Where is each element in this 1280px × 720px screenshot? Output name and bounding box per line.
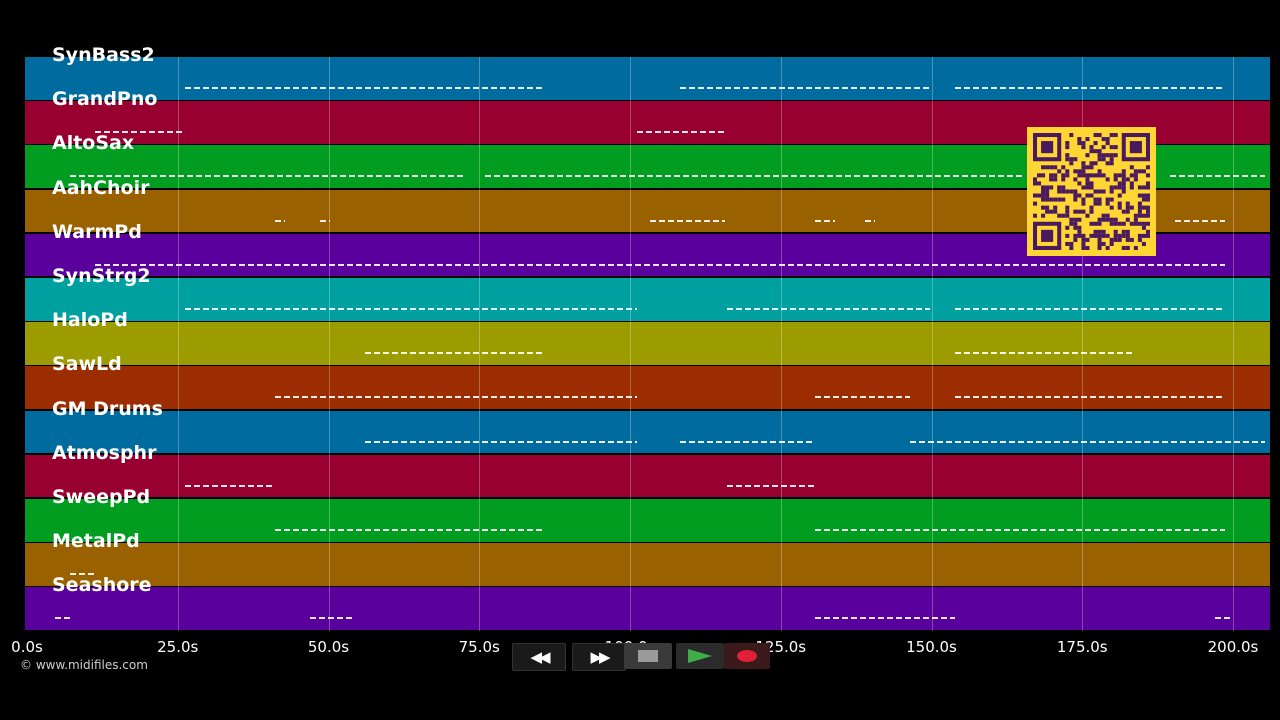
note-segment: [637, 131, 727, 134]
note-segment: [275, 396, 637, 399]
time-tick-label: 50.0s: [307, 638, 350, 656]
note-segment: [910, 440, 1265, 443]
grid-line: [1082, 57, 1084, 631]
time-tick-label: 75.0s: [458, 638, 500, 656]
grid-line: [1233, 57, 1234, 631]
track-lane[interactable]: [25, 543, 1270, 586]
note-segment: [55, 617, 70, 620]
playback-controls: ◀◀ ▶▶: [510, 643, 770, 671]
time-tick-label: 200.0s: [1207, 638, 1259, 656]
track-lane[interactable]: [25, 587, 1270, 631]
note-segment: [70, 573, 95, 576]
qr-code-icon[interactable]: [1027, 127, 1156, 256]
note-segment: [485, 175, 1025, 178]
grid-line: [328, 57, 330, 631]
time-tick-label: 25.0s: [157, 638, 199, 656]
note-segment: [955, 352, 1135, 355]
track-lane[interactable]: [25, 454, 1270, 498]
note-segment: [815, 396, 910, 399]
note-segment: [185, 87, 545, 89]
note-segment: [680, 440, 815, 443]
play-button[interactable]: [676, 643, 724, 669]
note-segment: [95, 131, 185, 134]
grid-line: [780, 57, 782, 631]
track-lane[interactable]: [25, 366, 1270, 410]
time-tick-label: 175.0s: [1056, 638, 1108, 656]
stop-button[interactable]: [624, 643, 672, 669]
note-segment: [70, 175, 465, 178]
track-label: Atmosphr: [52, 441, 157, 464]
track-label: SawLd: [52, 353, 122, 376]
rewind-button[interactable]: ◀◀: [512, 643, 566, 671]
track-label: WarmPd: [52, 220, 142, 243]
track-label: SynBass2: [52, 44, 155, 66]
track-label: HaloPd: [52, 309, 128, 332]
track-label: SweepPd: [52, 486, 151, 508]
note-segment: [365, 440, 637, 443]
note-segment: [815, 617, 955, 620]
note-segment: [955, 396, 1225, 399]
note-segment: [1170, 175, 1265, 178]
note-segment: [955, 87, 1225, 89]
note-segment: [727, 484, 815, 487]
note-segment: [95, 263, 1225, 266]
grid-line: [177, 57, 179, 631]
note-segment: [1175, 219, 1225, 222]
fast-forward-button[interactable]: ▶▶: [572, 643, 626, 671]
track-label: MetalPd: [52, 530, 140, 553]
note-segment: [1215, 617, 1230, 620]
note-segment: [955, 308, 1225, 310]
record-icon: [737, 650, 757, 662]
time-tick-label: 150.0s: [906, 638, 957, 656]
track-label: GM Drums: [52, 397, 163, 420]
play-icon: [688, 649, 712, 663]
copyright-text: © www.midifiles.com: [20, 658, 148, 672]
track-label: GrandPno: [52, 88, 158, 111]
track-lane[interactable]: [25, 410, 1270, 454]
record-button[interactable]: [724, 643, 770, 669]
track-label: SynStrg2: [52, 265, 151, 287]
note-segment: [275, 529, 545, 531]
stop-icon: [638, 650, 658, 662]
fast-forward-icon: ▶▶: [590, 648, 610, 666]
track-label: AltoSax: [52, 132, 135, 155]
note-segment: [680, 87, 930, 89]
time-tick-label: 0.0s: [11, 638, 43, 656]
note-segment: [650, 219, 725, 222]
note-segment: [865, 219, 875, 222]
note-segment: [275, 219, 285, 222]
grid-line: [479, 57, 481, 631]
track-lane[interactable]: [25, 278, 1270, 321]
track-lane[interactable]: [25, 499, 1270, 542]
note-segment: [365, 352, 545, 355]
grid-line: [630, 57, 631, 631]
note-segment: [185, 308, 637, 310]
note-segment: [185, 484, 275, 487]
track-lane[interactable]: [25, 322, 1270, 365]
note-segment: [310, 617, 355, 620]
track-lane[interactable]: [25, 57, 1270, 100]
rewind-icon: ◀◀: [530, 648, 550, 666]
note-segment: [815, 219, 835, 222]
track-label: Seashore: [52, 574, 152, 597]
note-segment: [815, 529, 1225, 531]
track-label: AahChoir: [52, 176, 150, 199]
note-segment: [320, 219, 330, 222]
note-segment: [727, 308, 930, 310]
grid-line: [931, 57, 933, 631]
